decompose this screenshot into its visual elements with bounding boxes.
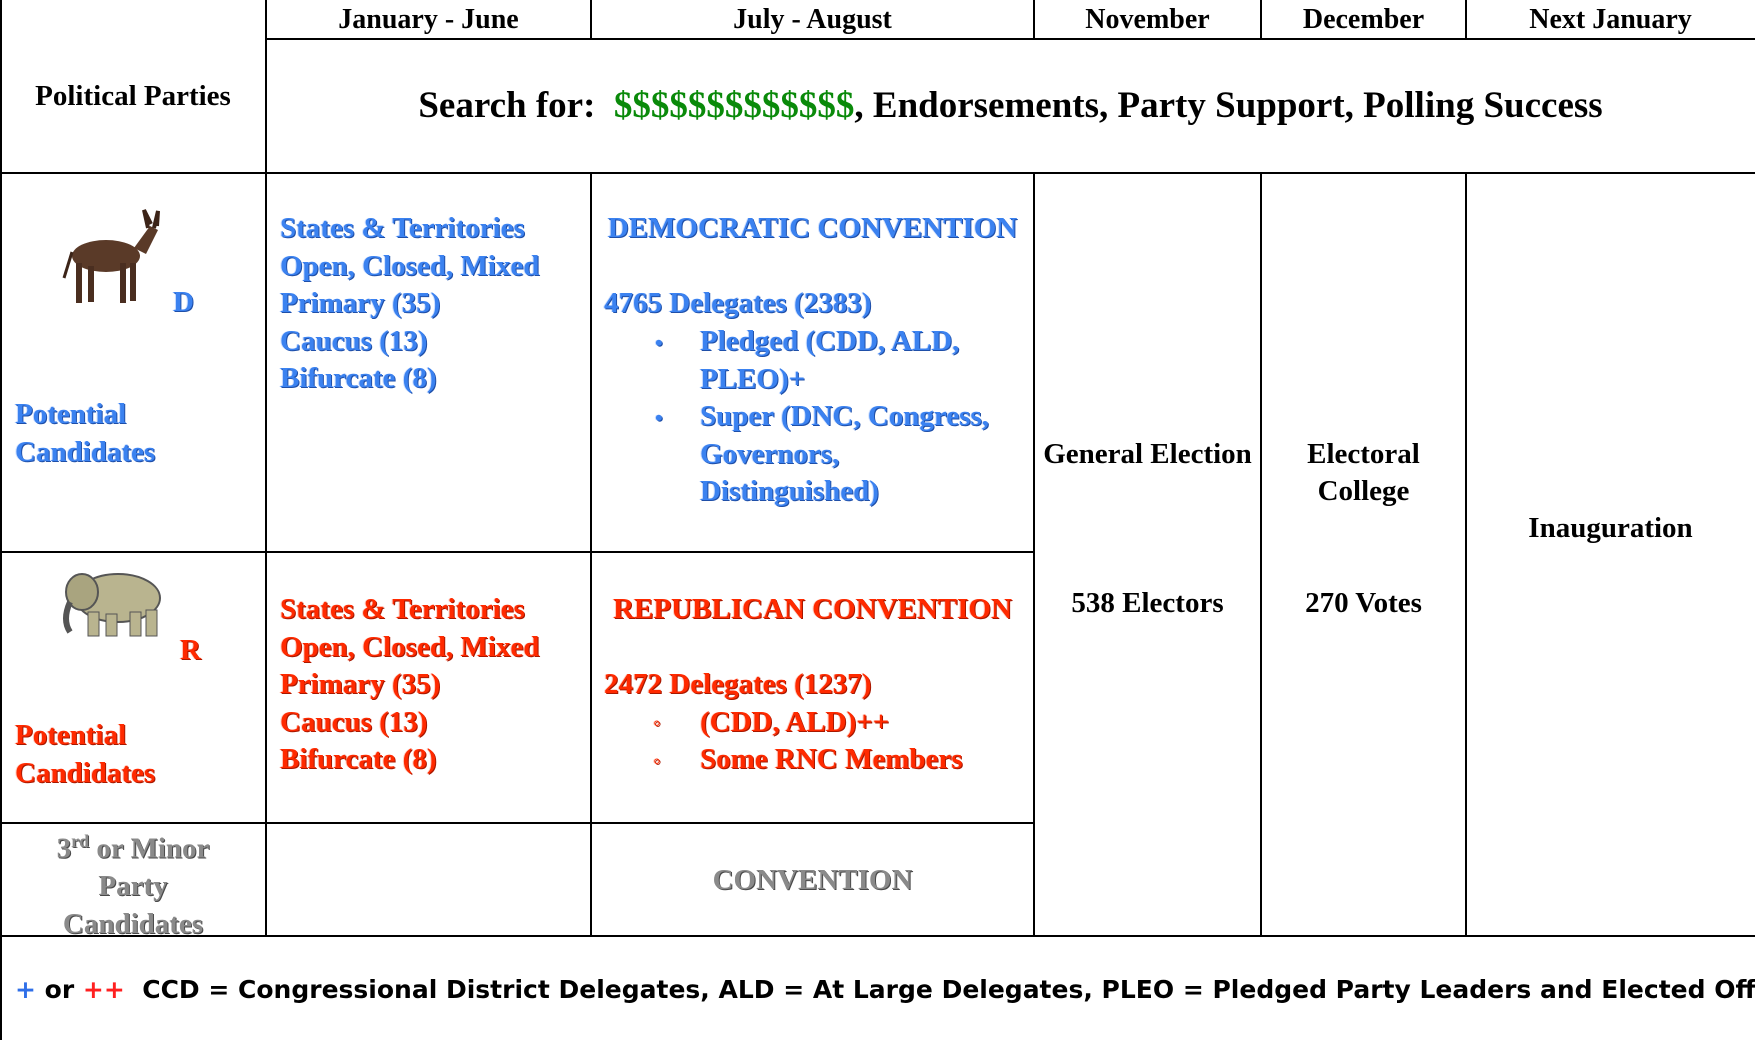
minor-suffix: rd xyxy=(71,831,89,851)
footer-text: CCD = Congressional District Delegates, … xyxy=(142,975,1755,1004)
donkey-icon xyxy=(58,208,163,313)
primary-line: States & Territories xyxy=(280,591,525,629)
search-label: Search for: xyxy=(418,85,595,126)
bullet-text: Pledged (CDD, ALD, PLEO)+ xyxy=(700,323,1020,398)
column-header: Next January xyxy=(1466,4,1755,36)
electoral-college-detail: 270 Votes xyxy=(1261,587,1466,620)
search-line: Search for: $$$$$$$$$$$$$, Endorsements,… xyxy=(266,84,1755,127)
column-header: December xyxy=(1261,4,1466,36)
column-header: July - August xyxy=(591,4,1034,36)
footer-note: + or ++ CCD = Congressional District Del… xyxy=(15,975,1755,1004)
minor-convention: CONVENTION xyxy=(591,862,1034,900)
bullet-text: Super (DNC, Congress, Governors, Disting… xyxy=(700,398,1025,511)
party-letter: D xyxy=(173,284,194,322)
column-header: November xyxy=(1034,4,1261,36)
search-rest: , Endorsements, Party Support, Polling S… xyxy=(854,85,1602,126)
party-letter: R xyxy=(180,632,201,670)
bullet: • xyxy=(655,405,663,431)
footer-or: or xyxy=(45,975,75,1004)
electoral-college-title: Electoral College xyxy=(1261,436,1466,510)
bullet: ◦ xyxy=(653,710,661,736)
bullet: ◦ xyxy=(653,748,661,774)
elephant-icon xyxy=(60,568,172,640)
delegates: 2472 Delegates (1237) xyxy=(604,666,871,704)
inauguration: Inauguration xyxy=(1466,512,1755,545)
primary-line: States & Territories xyxy=(280,210,525,248)
minor-label: 3rd or Minor Party Candidates xyxy=(30,823,236,943)
minor-number: 3 xyxy=(57,833,72,865)
general-election-detail: 538 Electors xyxy=(1034,587,1261,620)
candidates-label: Potential Candidates xyxy=(15,396,215,471)
footer-double-plus: ++ xyxy=(83,975,125,1004)
bullet-text: (CDD, ALD)++ xyxy=(700,704,889,742)
general-election-title: General Election xyxy=(1034,436,1261,473)
primary-line: Open, Closed, Mixed xyxy=(280,629,539,667)
column-header: January - June xyxy=(266,4,591,36)
primary-line: Caucus (13) xyxy=(280,704,427,742)
delegates: 4765 Delegates (2383) xyxy=(604,285,871,323)
footer-plus: + xyxy=(15,975,36,1004)
search-money: $$$$$$$$$$$$$ xyxy=(614,85,855,126)
primary-line: Primary (35) xyxy=(280,666,440,704)
bullet-text: Some RNC Members xyxy=(700,741,963,779)
corner-header: Political Parties xyxy=(0,80,266,113)
convention-title: DEMOCRATIC CONVENTION xyxy=(591,210,1034,248)
bullet: • xyxy=(655,330,663,356)
primary-line: Bifurcate (8) xyxy=(280,360,437,398)
primary-line: Caucus (13) xyxy=(280,323,427,361)
primary-line: Bifurcate (8) xyxy=(280,741,437,779)
candidates-label: Potential Candidates xyxy=(15,717,215,792)
page: {"header": {"corner": "Political Parties… xyxy=(0,0,1755,1040)
primary-line: Primary (35) xyxy=(280,285,440,323)
primary-line: Open, Closed, Mixed xyxy=(280,248,539,286)
convention-title: REPUBLICAN CONVENTION xyxy=(591,591,1034,629)
